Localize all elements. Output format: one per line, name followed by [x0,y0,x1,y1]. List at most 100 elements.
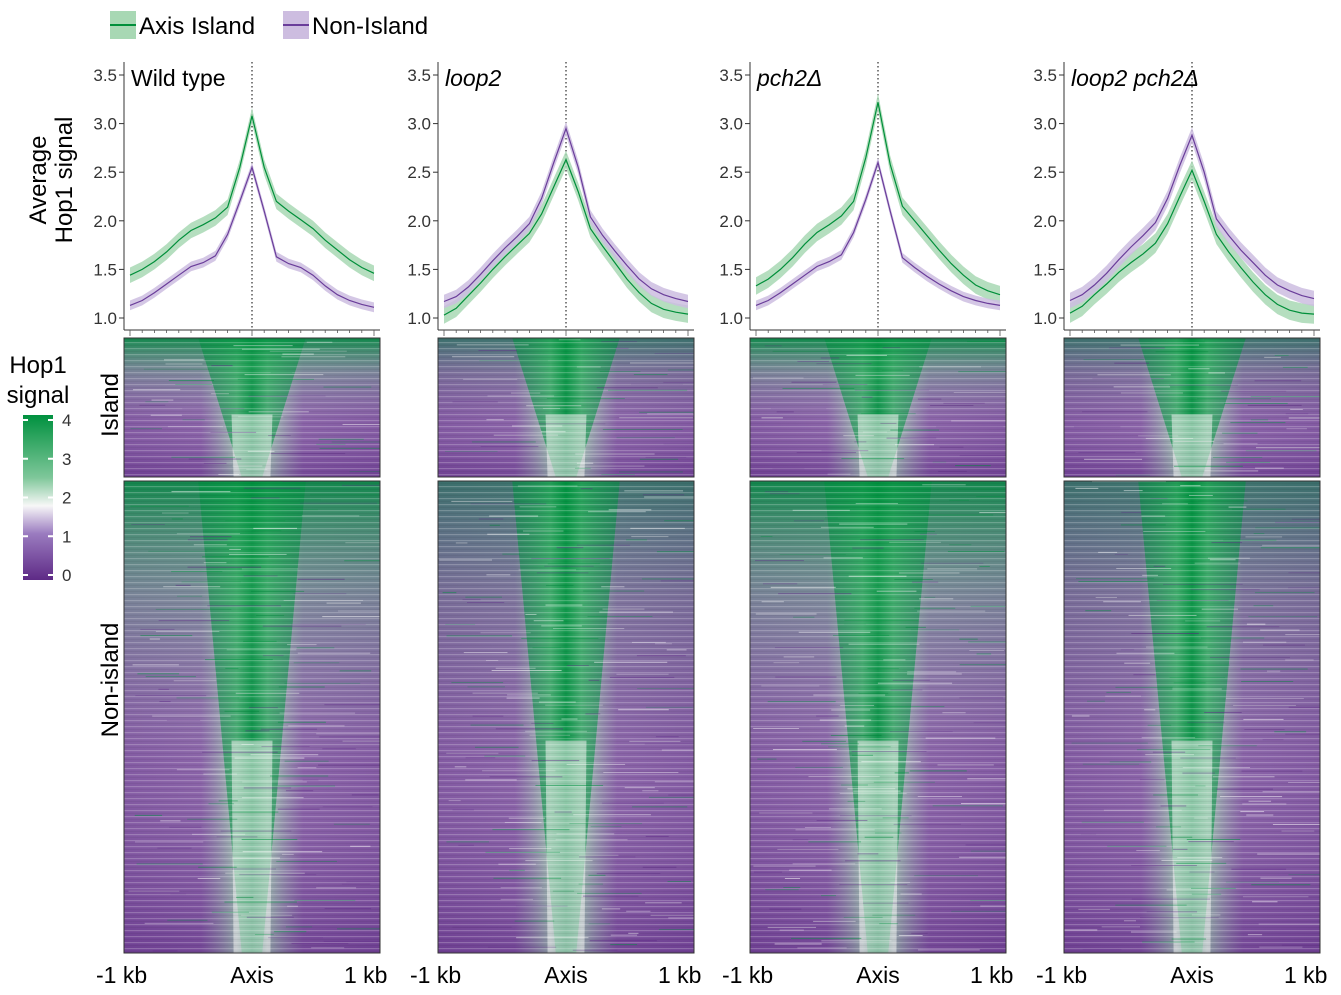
heatmap-nonisland [1063,480,1321,954]
x-axis-label: Axis [1170,962,1213,988]
y-tick-label: 3.0 [93,115,117,134]
heatmap-island-frame [123,337,381,478]
panel-3: 1.0 1.5 2.0 2.5 3.0 3.5 pch2Δ -1 kb Axis 1 kb [719,62,1013,988]
y-tick-label: 3.0 [1033,115,1057,134]
nonisland-band [130,162,374,313]
x-axis-label: Axis [544,962,587,988]
y-tick-label: 1.0 [719,309,743,328]
x-axis-label: -1 kb [96,962,147,988]
panel-title: loop2 [445,65,501,91]
legend: Axis Island Non-Island [110,11,428,40]
row-label-island: Island [97,373,124,437]
y-tick-label: 2.5 [1033,163,1057,182]
panel-4: 1.0 1.5 2.0 2.5 3.0 3.5 loop2 pch2Δ -1 kb Axis 1 … [1033,62,1327,988]
y-tick-label: 2.0 [407,212,431,231]
heatmap-nonisland-frame [1063,480,1321,954]
nonisland-line [129,165,375,308]
heatmap-nonisland [437,480,695,954]
heatmap-nonisland-frame [123,480,381,954]
heatmap-island [123,337,381,478]
y-tick-label: 1.0 [407,309,431,328]
y-tick-label: 2.5 [407,163,431,182]
legend-label-nonisland: Non-Island [312,13,428,40]
colorbar-tick-label: 1 [62,527,71,546]
colorbar-tick-label: 2 [62,489,71,508]
y-tick-label: 2.0 [93,212,117,231]
y-tick-label: 2.0 [719,212,743,231]
heatmap-island-texture [1064,338,1320,477]
x-axis-label: 1 kb [1284,962,1327,988]
island-line [443,158,689,316]
heatmap-island-frame [1063,337,1321,478]
x-axis-label: -1 kb [410,962,461,988]
nonisland-line [443,126,689,303]
row-label-nonisland: Non-island [97,623,124,738]
heatmap-nonisland-frame [749,480,1007,954]
heatmap-nonisland-texture [1064,481,1320,953]
island-band [1070,160,1314,324]
heatmap-island [749,337,1007,478]
y-tick-label: 3.5 [1033,66,1057,85]
colorbar-title-line1: Hop1 [9,352,66,379]
legend-label-island: Axis Island [139,13,255,40]
y-tick-label: 2.0 [1033,212,1057,231]
colorbar-tick-label: 0 [62,566,71,585]
heatmap-island-frame [749,337,1007,478]
island-line [129,115,375,276]
y-tick-label: 1.0 [93,309,117,328]
heatmap-nonisland [123,480,381,954]
profile-y-axis-label: Average Hop1 signal [25,117,78,244]
nonisland-line [755,160,1001,306]
heatmap-island [437,337,695,478]
x-axis-label: -1 kb [1036,962,1087,988]
island-line [1069,168,1315,315]
y-tick-label: 3.5 [407,66,431,85]
island-band [130,108,374,283]
y-tick-label: 1.5 [407,260,431,279]
profile-y-label-line1: Average [25,136,52,225]
y-tick-label: 3.0 [407,115,431,134]
panel-2: 1.0 1.5 2.0 2.5 3.0 3.5 loop2 -1 kb Axis 1 kb [407,62,701,988]
island-line [755,102,1001,296]
colorbar: Hop1 signal 0 1 2 3 4 [7,352,72,585]
colorbar-tick-label: 4 [62,411,71,430]
heatmap-nonisland-texture [438,481,694,953]
colorbar-tick-label: 3 [62,450,71,469]
x-axis-label: Axis [230,962,273,988]
x-axis-label: 1 kb [344,962,387,988]
heatmap-island-texture [438,338,694,477]
y-tick-label: 1.0 [1033,309,1057,328]
heatmap-island-texture [124,338,380,477]
heatmap-nonisland-texture [750,481,1006,953]
heatmap-nonisland-frame [437,480,695,954]
island-band [756,93,1000,304]
y-tick-label: 1.5 [719,260,743,279]
nonisland-band [444,121,688,309]
colorbar-title-line2: signal [7,382,70,409]
y-tick-label: 3.5 [93,66,117,85]
panel-title: loop2 pch2Δ [1071,65,1199,91]
profile-y-label-line2: Hop1 signal [51,117,78,244]
y-tick-label: 1.5 [1033,260,1057,279]
heatmap-island-texture [750,338,1006,477]
y-tick-label: 3.0 [719,115,743,134]
heatmap-nonisland [749,480,1007,954]
x-axis-label: 1 kb [658,962,701,988]
island-band [444,150,688,324]
heatmap-island [1063,337,1321,478]
x-axis-label: Axis [856,962,899,988]
heatmap-island-frame [437,337,695,478]
y-tick-label: 2.5 [719,163,743,182]
y-tick-label: 2.5 [93,163,117,182]
nonisland-line [1069,133,1315,302]
x-axis-label: -1 kb [722,962,773,988]
nonisland-band [756,157,1000,311]
panel-1: 1.0 1.5 2.0 2.5 3.0 3.5 Wild type -1 kb Axis 1 kb [93,62,387,988]
panel-title: pch2Δ [756,65,822,91]
heatmap-nonisland-texture [124,481,380,953]
y-tick-label: 1.5 [93,260,117,279]
x-axis-label: 1 kb [970,962,1013,988]
y-tick-label: 3.5 [719,66,743,85]
panel-title: Wild type [131,65,226,91]
